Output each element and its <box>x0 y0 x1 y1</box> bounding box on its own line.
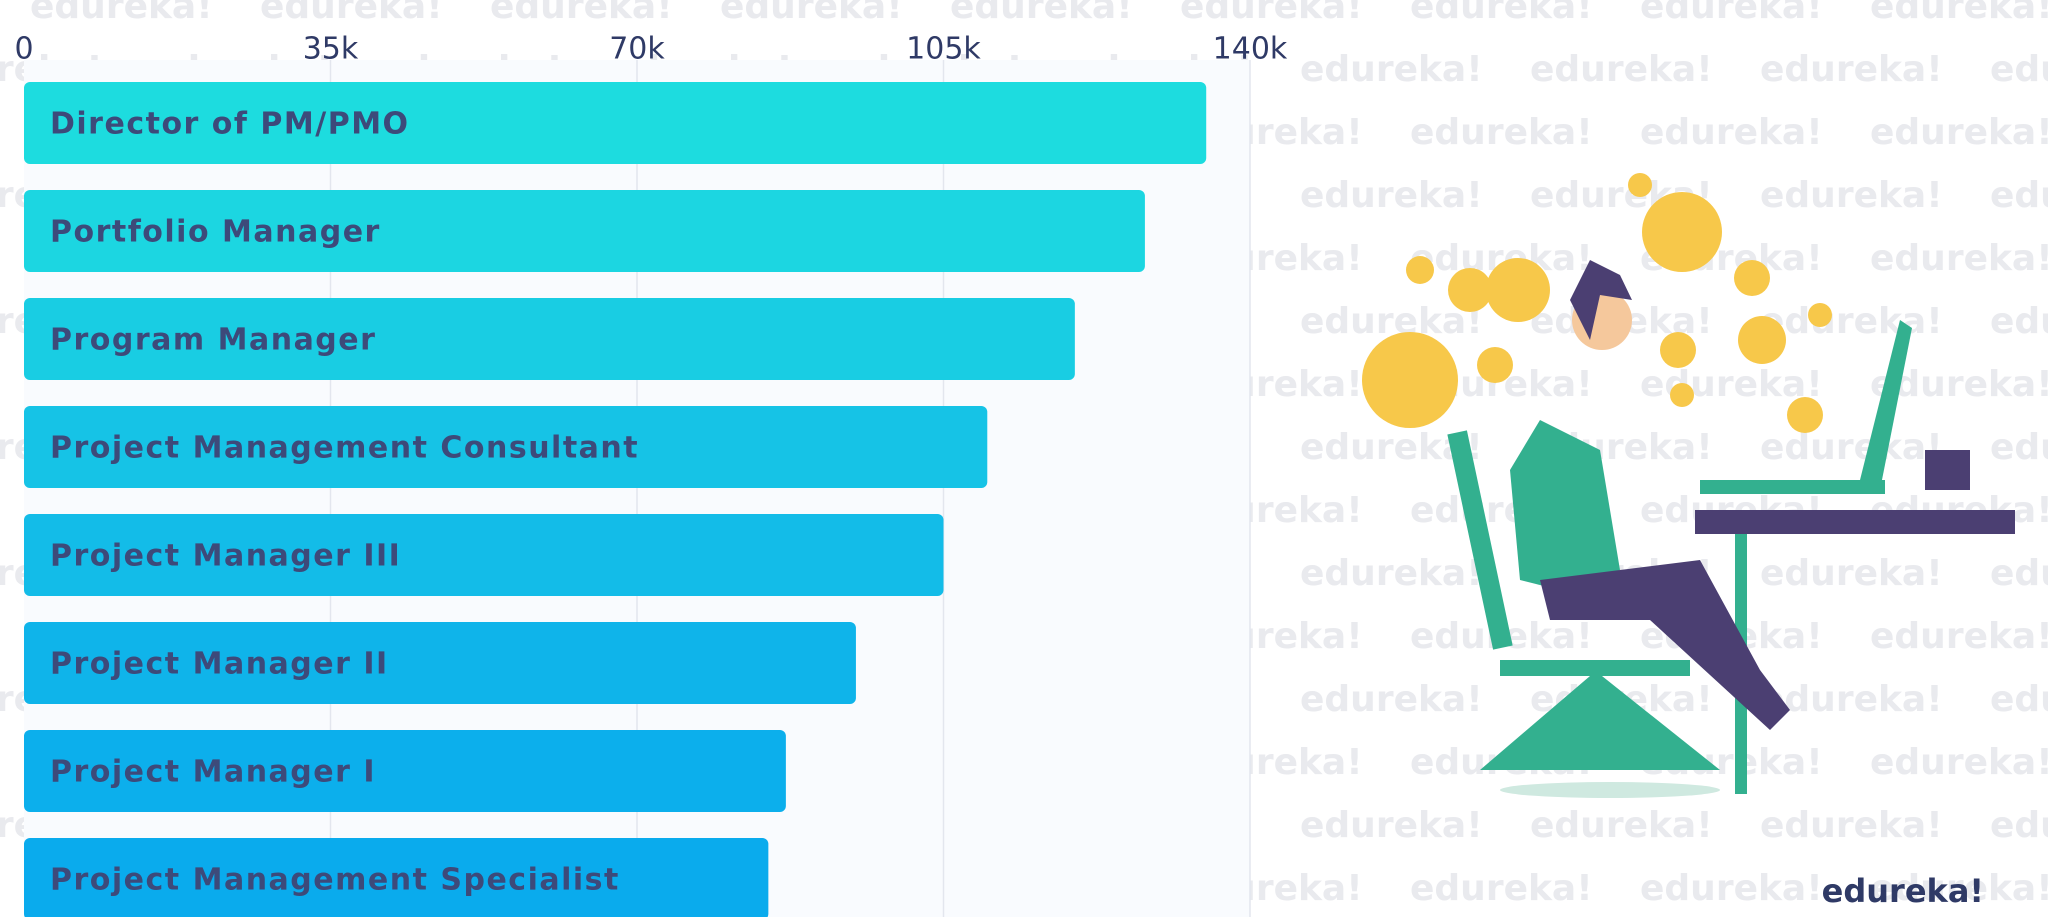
category-label: Director of PM/PMO <box>50 107 410 142</box>
coin <box>1486 258 1550 322</box>
category-label: Project Management Consultant <box>50 431 639 466</box>
bar <box>24 622 856 704</box>
watermark-text: edureka! <box>1640 868 1823 909</box>
x-tick-label: 35k <box>303 32 359 67</box>
bar <box>24 82 1207 164</box>
laptop <box>1860 320 1912 490</box>
chair-seat <box>1500 660 1690 676</box>
coin <box>1670 383 1694 407</box>
watermark-text: edureka! <box>1300 679 1483 720</box>
pot <box>1925 450 1970 490</box>
watermark-text: edureka! <box>1760 553 1943 594</box>
x-tick-label: 0 <box>14 32 33 67</box>
laptop-base <box>1700 480 1885 494</box>
watermark-text: edureka! <box>1990 553 2048 594</box>
coin <box>1448 268 1492 312</box>
watermark-text: edureka! <box>1530 805 1713 846</box>
bar <box>24 730 786 812</box>
coin <box>1738 316 1786 364</box>
coin <box>1406 256 1434 284</box>
watermark-text: edureka! <box>1180 0 1363 27</box>
coin <box>1808 303 1832 327</box>
watermark-text: edureka! <box>1300 553 1483 594</box>
watermark-text: edureka! <box>1870 868 2048 909</box>
watermark-text: edureka! <box>1870 112 2048 153</box>
coin <box>1787 397 1823 433</box>
watermark-text: edureka! <box>1410 0 1593 27</box>
x-tick-label: 70k <box>609 32 665 67</box>
watermark-text: edureka! <box>1300 301 1483 342</box>
watermark-text: edureka! <box>1410 112 1593 153</box>
coin <box>1734 260 1770 296</box>
watermark-text: edureka! <box>1990 301 2048 342</box>
body <box>1510 420 1620 590</box>
category-label: Project Manager II <box>50 647 389 682</box>
watermark-text: edureka! <box>1410 868 1593 909</box>
coin <box>1362 332 1458 428</box>
watermark-text: edureka! <box>1990 49 2048 90</box>
watermark-text: edureka! <box>1530 49 1713 90</box>
watermark-text: edureka! <box>1990 175 2048 216</box>
watermark-text: edureka! <box>1760 49 1943 90</box>
watermark-text: edureka! <box>1990 427 2048 468</box>
watermark-text: edureka! <box>1870 238 2048 279</box>
watermark-text: edureka! <box>1640 112 1823 153</box>
watermark-text: edureka! <box>720 0 903 27</box>
watermark-text: edureka! <box>1760 175 1943 216</box>
category-label: Portfolio Manager <box>50 215 381 250</box>
coin <box>1660 332 1696 368</box>
coin <box>1477 347 1513 383</box>
category-label: Program Manager <box>50 323 376 358</box>
watermark-text: edureka! <box>1640 364 1823 405</box>
watermark-text: edureka! <box>1640 0 1823 27</box>
watermark-text: edureka! <box>260 0 443 27</box>
watermark-text: edureka! <box>1870 616 2048 657</box>
desk <box>1695 510 2015 534</box>
category-label: Project Manager III <box>50 539 401 574</box>
bar <box>24 190 1145 272</box>
watermark-text: edureka! <box>1300 805 1483 846</box>
category-label: Project Manager I <box>50 755 376 790</box>
watermark-text: edureka! <box>1870 742 2048 783</box>
watermark-text: edureka! <box>1760 679 1943 720</box>
watermark-text: edureka! <box>1990 805 2048 846</box>
watermark-text: edureka! <box>30 0 213 27</box>
watermark-text: edureka! <box>1990 679 2048 720</box>
category-label: Project Management Specialist <box>50 863 620 898</box>
brand-logo: edureka! <box>1822 872 1984 910</box>
illustration <box>1362 173 2015 798</box>
watermark-text: edureka! <box>1870 0 2048 27</box>
coin <box>1628 173 1652 197</box>
bar <box>24 298 1075 380</box>
hair <box>1570 260 1632 340</box>
bar <box>24 406 988 488</box>
chair-base <box>1480 676 1720 770</box>
shadow <box>1500 782 1720 798</box>
x-tick-label: 105k <box>906 32 981 67</box>
bar <box>24 514 944 596</box>
watermark-text: edureka! <box>1300 49 1483 90</box>
coin <box>1642 192 1722 272</box>
watermark-text: edureka! <box>1760 301 1943 342</box>
watermark-text: edureka! <box>490 0 673 27</box>
legs <box>1540 560 1790 730</box>
watermark-text: edureka! <box>1300 175 1483 216</box>
watermark-text: edureka! <box>1760 427 1943 468</box>
watermark-text: edureka! <box>950 0 1133 27</box>
bar <box>24 838 769 917</box>
chair-back <box>1447 430 1513 650</box>
x-tick-label: 140k <box>1213 32 1288 67</box>
watermark-text: edureka! <box>1760 805 1943 846</box>
